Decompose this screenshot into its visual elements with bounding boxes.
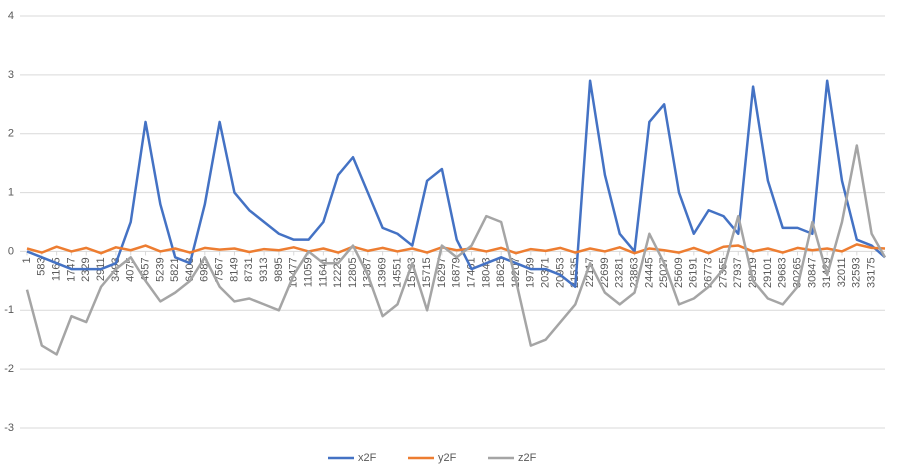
x-tick-label: 29101	[762, 257, 774, 288]
x-tick-label: 27355	[717, 257, 729, 288]
x-tick-label: 22699	[599, 257, 611, 288]
y-tick-label: 1	[8, 186, 14, 198]
x-tick-label: 23281	[614, 257, 626, 288]
x-tick-label: 13969	[377, 257, 389, 288]
x-tick-label: 583	[36, 257, 48, 275]
x-tick-label: 9895	[273, 257, 285, 281]
y-tick-label: -3	[4, 422, 14, 434]
x-tick-label: 5821	[169, 257, 181, 281]
x-tick-label: 33175	[866, 257, 878, 288]
x-tick-label: 27937	[732, 257, 744, 288]
x-tick-label: 8731	[243, 257, 255, 281]
x-tick-label: 22117	[584, 257, 596, 287]
x-tick-label: 12805	[347, 257, 359, 288]
x-tick-label: 30847	[806, 257, 818, 288]
x-tick-label: 4657	[139, 257, 151, 281]
legend-label: x2F	[358, 452, 377, 464]
x-tick-label: 18625	[495, 257, 507, 288]
x-tick-label: 7567	[214, 257, 226, 281]
y-tick-label: 3	[8, 69, 14, 81]
x-tick-label: 20371	[540, 257, 552, 288]
x-tick-label: 8149	[228, 257, 240, 281]
x-tick-label: 5239	[154, 257, 166, 281]
x-tick-label: 14551	[391, 257, 403, 288]
x-tick-label: 19789	[525, 257, 537, 288]
x-tick-label: 26773	[703, 257, 715, 288]
x-tick-label: 1	[21, 257, 33, 263]
x-tick-label: 11059	[302, 257, 314, 287]
x-tick-label: 16297	[436, 257, 448, 288]
y-tick-label: -1	[4, 304, 14, 316]
x-tick-label: 24445	[643, 257, 655, 288]
x-tick-label: 25027	[658, 257, 670, 288]
series-line	[25, 144, 887, 356]
series-line	[26, 243, 886, 255]
x-tick-label: 29683	[777, 257, 789, 288]
x-tick-label: 6985	[199, 257, 211, 281]
x-tick-label: 15715	[421, 257, 433, 288]
x-tick-label: 26191	[688, 257, 700, 288]
x-tick-label: 32011	[836, 257, 848, 287]
y-tick-label: 2	[8, 128, 14, 140]
x-tick-label: 12223	[332, 257, 344, 288]
x-tick-label: 11641	[317, 257, 329, 287]
y-tick-label: -2	[4, 363, 14, 375]
legend-label: y2F	[438, 452, 457, 464]
x-tick-label: 9313	[258, 257, 270, 281]
y-tick-label: 0	[8, 245, 14, 257]
x-tick-label: 25609	[673, 257, 685, 288]
x-tick-label: 20953	[554, 257, 566, 288]
legend-label: z2F	[518, 452, 537, 464]
y-tick-label: 4	[8, 10, 14, 22]
x-tick-label: 15133	[406, 257, 418, 288]
series-line	[26, 79, 886, 288]
x-tick-label: 16879	[451, 257, 463, 288]
x-tick-label: 32593	[851, 257, 863, 288]
x-tick-label: 30265	[791, 257, 803, 288]
